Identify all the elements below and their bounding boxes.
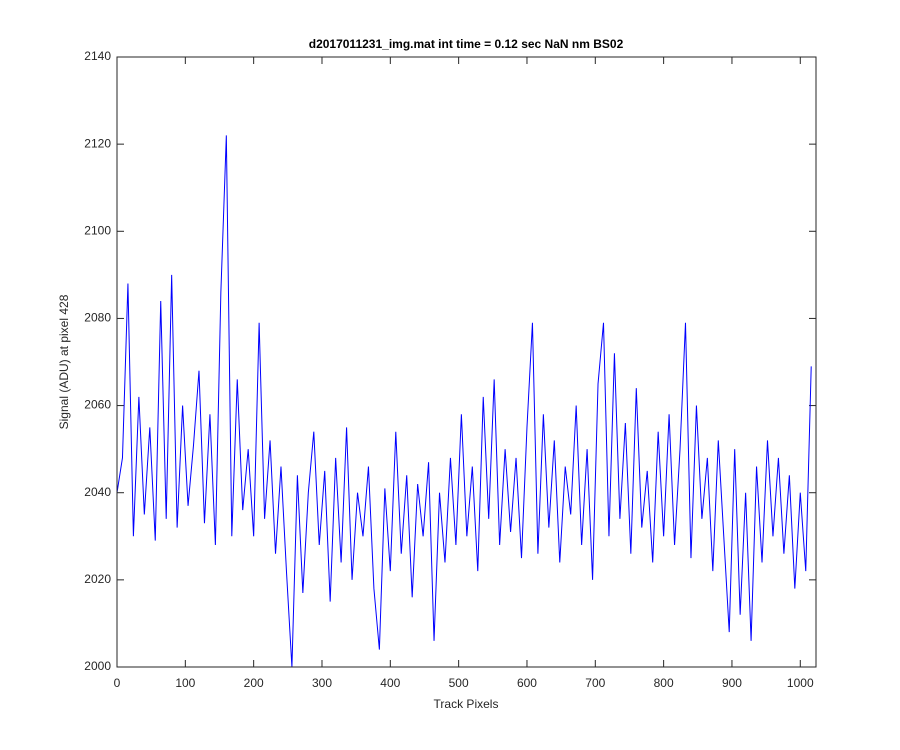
y-tick-label: 2020 <box>84 572 111 586</box>
x-tick-label: 0 <box>114 676 121 690</box>
x-tick-label: 1000 <box>787 676 814 690</box>
y-tick-label: 2120 <box>84 136 111 150</box>
x-tick-label: 300 <box>312 676 332 690</box>
data-line <box>116 135 812 668</box>
y-tick-label: 2080 <box>84 311 111 325</box>
x-tick-label: 500 <box>449 676 469 690</box>
y-tick-label: 2060 <box>84 398 111 412</box>
y-tick-label: 2040 <box>84 485 111 499</box>
x-tick-label: 400 <box>380 676 400 690</box>
x-tick-label: 800 <box>654 676 674 690</box>
x-axis-label: Track Pixels <box>434 697 499 711</box>
y-tick-label: 2100 <box>84 223 111 237</box>
x-tick-label: 900 <box>722 676 742 690</box>
x-tick-label: 600 <box>517 676 537 690</box>
x-tick-label: 700 <box>585 676 605 690</box>
x-tick-label: 200 <box>244 676 264 690</box>
chart-title: d2017011231_img.mat int time = 0.12 sec … <box>309 37 624 51</box>
y-tick-label: 2000 <box>84 659 111 673</box>
y-axis-label: Signal (ADU) at pixel 428 <box>57 294 71 429</box>
x-tick-label: 100 <box>175 676 195 690</box>
plot-frame <box>116 56 817 668</box>
y-tick-label: 2140 <box>84 49 111 63</box>
